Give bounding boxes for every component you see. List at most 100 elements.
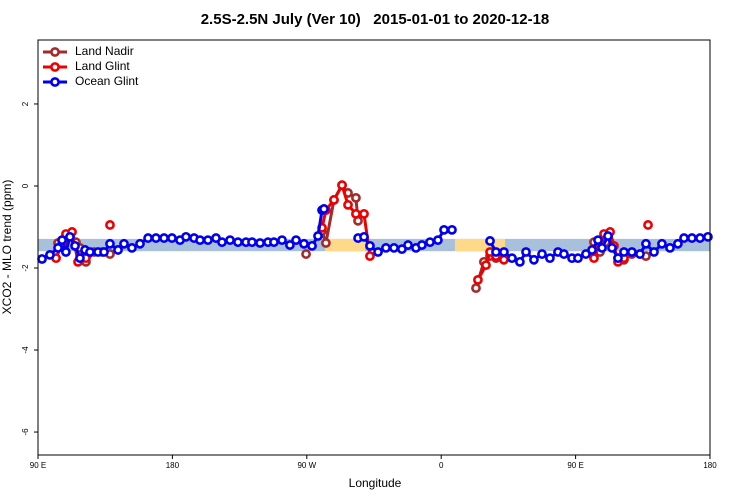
- point: [343, 188, 353, 198]
- point: [665, 243, 675, 253]
- legend-label: Land Glint: [75, 59, 130, 73]
- x-tick-label: 90 E: [567, 461, 583, 470]
- point: [603, 231, 613, 241]
- y-axis-label: XCO2 - MLO trend (ppm): [0, 180, 14, 315]
- point: [672, 238, 683, 249]
- point: [113, 245, 123, 255]
- point: [217, 237, 227, 248]
- point: [485, 236, 495, 246]
- point: [491, 247, 501, 257]
- x-tick-label: 90 W: [297, 461, 316, 470]
- point: [299, 238, 309, 249]
- point: [695, 233, 705, 243]
- point: [85, 247, 95, 257]
- point: [285, 240, 295, 250]
- y-tick-label: -2: [21, 264, 30, 272]
- point: [45, 249, 55, 260]
- point: [65, 231, 75, 242]
- point: [57, 235, 67, 246]
- point: [613, 253, 623, 264]
- point: [307, 240, 317, 251]
- point: [343, 199, 353, 210]
- point: [365, 240, 375, 251]
- plot-frame: [37, 39, 711, 456]
- point: [143, 233, 153, 243]
- point: [277, 235, 287, 246]
- legend-label: Land Nadir: [75, 44, 134, 58]
- legend-marker: [50, 77, 60, 87]
- point: [425, 237, 435, 248]
- y-tick-label: 2: [21, 101, 30, 106]
- point: [195, 235, 205, 246]
- point: [255, 238, 265, 248]
- point: [75, 253, 85, 264]
- point: [626, 247, 637, 257]
- point: [313, 231, 323, 241]
- point: [641, 238, 651, 249]
- point: [99, 247, 109, 257]
- x-tick-label: 180: [166, 461, 180, 470]
- point: [619, 247, 629, 257]
- y-tick-label: -6: [21, 428, 30, 436]
- point: [587, 245, 597, 255]
- point: [159, 233, 169, 243]
- point: [359, 208, 369, 219]
- point: [481, 260, 491, 271]
- point: [403, 240, 413, 250]
- legend-marker: [50, 47, 60, 57]
- point: [417, 240, 427, 250]
- point: [119, 238, 129, 249]
- point: [37, 254, 47, 264]
- point: [203, 235, 213, 246]
- point: [301, 249, 311, 259]
- point: [53, 243, 63, 253]
- point: [679, 233, 689, 243]
- point: [105, 220, 115, 230]
- point: [381, 243, 391, 253]
- point: [499, 247, 509, 257]
- point: [473, 274, 483, 285]
- point: [225, 235, 235, 246]
- point: [593, 235, 603, 246]
- legend-marker: [50, 62, 60, 72]
- point: [319, 204, 329, 214]
- point: [135, 238, 145, 249]
- legend-label: Ocean Glint: [75, 74, 139, 88]
- point: [337, 180, 347, 191]
- point: [291, 235, 301, 246]
- point: [181, 231, 191, 242]
- point: [514, 256, 525, 267]
- x-tick-label: 0: [439, 461, 444, 470]
- point: [447, 224, 457, 235]
- point: [269, 237, 279, 248]
- y-tick-label: -4: [21, 346, 30, 354]
- point: [537, 249, 547, 259]
- point: [321, 238, 331, 248]
- point: [545, 253, 555, 264]
- x-tick-label: 90 E: [30, 461, 46, 470]
- point: [559, 249, 569, 259]
- point: [70, 240, 80, 251]
- point: [471, 283, 481, 293]
- point: [607, 243, 617, 253]
- point: [329, 195, 339, 205]
- point: [529, 254, 539, 265]
- reference-band: [325, 238, 366, 252]
- point: [233, 237, 243, 248]
- point: [499, 254, 509, 265]
- point: [351, 208, 361, 219]
- point: [649, 247, 659, 257]
- point: [389, 243, 399, 253]
- point: [105, 238, 115, 249]
- point: [507, 253, 517, 264]
- point: [521, 247, 531, 257]
- point: [643, 220, 653, 230]
- point: [167, 233, 177, 243]
- point: [433, 235, 443, 246]
- point: [61, 247, 71, 257]
- point: [365, 251, 375, 262]
- point: [373, 247, 383, 257]
- point: [247, 237, 257, 248]
- point: [359, 231, 369, 242]
